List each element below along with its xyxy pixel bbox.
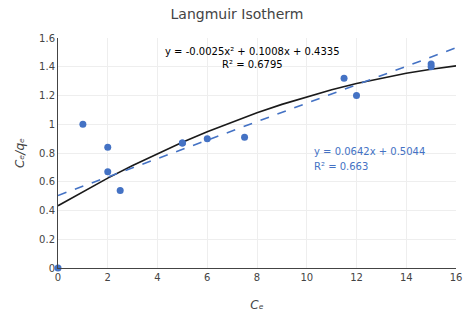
svg-text:12: 12 bbox=[350, 272, 363, 283]
svg-text:0.6: 0.6 bbox=[39, 176, 55, 187]
svg-text:0.4: 0.4 bbox=[39, 205, 55, 216]
svg-text:0.8: 0.8 bbox=[39, 148, 55, 159]
svg-text:4: 4 bbox=[154, 272, 160, 283]
svg-text:Langmuir Isotherm: Langmuir Isotherm bbox=[171, 6, 304, 22]
svg-text:2: 2 bbox=[105, 272, 111, 283]
svg-text:0: 0 bbox=[49, 263, 55, 274]
svg-text:Cₑ/qₑ: Cₑ/qₑ bbox=[13, 138, 27, 168]
svg-text:Cₑ: Cₑ bbox=[250, 298, 263, 312]
svg-text:1.4: 1.4 bbox=[39, 61, 55, 72]
svg-text:1.2: 1.2 bbox=[39, 90, 55, 101]
svg-text:y = -0.0025x² + 0.1008x + 0.43: y = -0.0025x² + 0.1008x + 0.4335 bbox=[165, 46, 340, 57]
svg-text:1: 1 bbox=[49, 119, 55, 130]
svg-text:10: 10 bbox=[300, 272, 313, 283]
svg-text:8: 8 bbox=[254, 272, 260, 283]
svg-text:16: 16 bbox=[450, 272, 463, 283]
svg-text:R² = 0.663: R² = 0.663 bbox=[314, 161, 368, 172]
svg-text:y = 0.0642x + 0.5044: y = 0.0642x + 0.5044 bbox=[314, 146, 425, 157]
svg-text:0: 0 bbox=[55, 272, 61, 283]
svg-text:0.2: 0.2 bbox=[39, 234, 55, 245]
svg-text:R² = 0.6795: R² = 0.6795 bbox=[222, 59, 283, 70]
svg-text:1.6: 1.6 bbox=[39, 33, 55, 44]
svg-text:14: 14 bbox=[400, 272, 413, 283]
svg-text:6: 6 bbox=[204, 272, 210, 283]
